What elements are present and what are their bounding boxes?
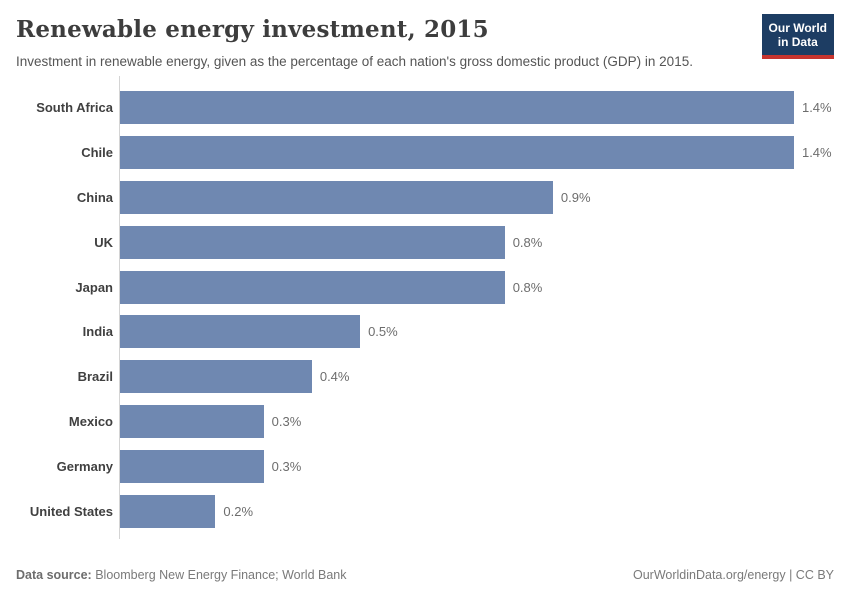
bar-area: 0.3% [119,444,834,489]
value-label: 0.9% [560,190,591,206]
bar-row: China 0.9% [16,175,834,220]
value-label: 0.8% [512,234,543,250]
bar[interactable] [119,270,505,304]
bar[interactable] [119,405,264,439]
bar-area: 0.5% [119,310,834,355]
bar-row: India 0.5% [16,310,834,355]
chart-subtitle: Investment in renewable energy, given as… [16,54,693,69]
bar-area: 1.4% [119,86,834,131]
bar[interactable] [119,91,794,125]
bar[interactable] [119,225,505,259]
value-label: 1.4% [801,145,832,161]
category-label: Germany [56,458,113,474]
bar[interactable] [119,315,361,349]
bar-row: UK 0.8% [16,220,834,265]
value-label: 0.5% [368,324,398,340]
bar-row: Chile 1.4% [16,130,834,175]
bar-area: 0.4% [119,354,834,399]
bar-area: 0.8% [119,220,834,265]
data-source: Data source: Bloomberg New Energy Financ… [16,568,346,582]
value-label: 0.3% [271,458,302,474]
license-link[interactable]: OurWorldinData.org/energy | CC BY [632,568,834,582]
bar-row: United States 0.2% [16,489,834,534]
bar-row: Mexico 0.3% [16,399,834,444]
title-block: Renewable energy investment, 2015 Invest… [16,14,693,72]
bar[interactable] [119,449,264,483]
bar[interactable] [119,360,312,394]
value-label: 0.2% [223,503,254,519]
bar-chart: South Africa 1.4% Chile 1.4% China 0.9% UK 0.8%… [16,75,834,539]
data-source-label: Data source: [16,568,92,582]
bar-area: 0.2% [119,489,834,534]
bar-row: Japan 0.8% [16,265,834,310]
category-label: South Africa [36,100,113,116]
bar[interactable] [119,494,216,528]
logo-line-1: Our World [768,21,827,35]
category-label: Mexico [68,414,113,430]
bar-row: Brazil 0.4% [16,354,834,399]
y-axis-line [119,75,120,539]
owid-logo: Our World in Data [761,14,834,59]
category-label: India [82,324,113,340]
category-label: China [76,190,113,206]
chart-footer: Data source: Bloomberg New Energy Financ… [16,568,834,586]
category-label: Brazil [77,369,113,385]
category-label: Chile [81,145,113,161]
value-label: 0.8% [512,279,543,295]
chart-title: Renewable energy investment, 2015 [16,16,489,43]
category-label: United States [29,503,113,519]
bar[interactable] [119,136,794,170]
category-label: UK [94,234,113,250]
bar-area: 0.3% [119,399,834,444]
bar-row: South Africa 1.4% [16,86,834,131]
logo-line-2: in Data [777,35,818,50]
bar[interactable] [119,181,553,215]
value-label: 0.4% [319,369,350,385]
value-label: 1.4% [801,100,832,116]
bar-area: 0.9% [119,175,834,220]
bar-row: Germany 0.3% [16,444,834,489]
bar-area: 0.8% [119,265,834,310]
category-label: Japan [75,279,113,295]
bar-area: 1.4% [119,130,834,175]
value-label: 0.3% [271,414,302,430]
data-source-value: Bloomberg New Energy Finance; World Bank [91,568,347,582]
chart-header: Renewable energy investment, 2015 Invest… [16,14,834,72]
